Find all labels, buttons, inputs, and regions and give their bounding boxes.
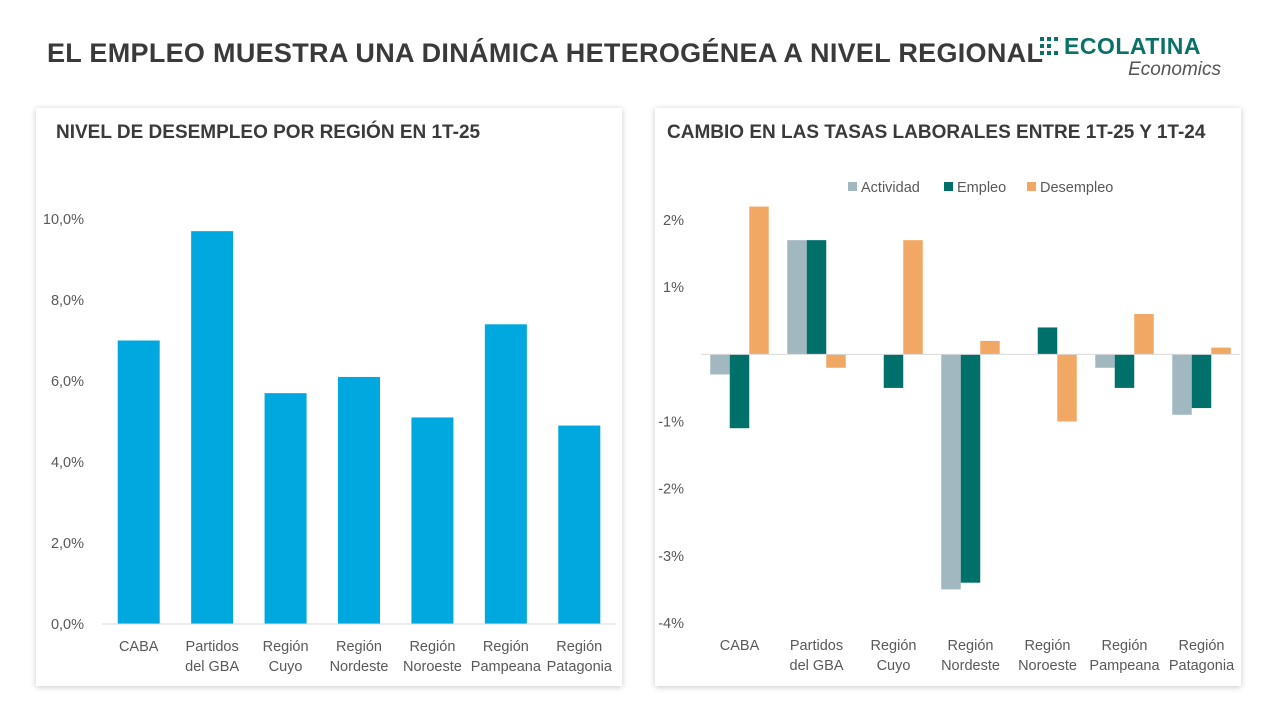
bar-empleo	[883, 354, 904, 388]
page-title: EL EMPLEO MUESTRA UNA DINÁMICA HETEROGÉN…	[47, 38, 1044, 68]
bar-actividad	[1172, 354, 1192, 415]
logo-grid-icon	[1040, 37, 1058, 55]
bar-empleo	[960, 354, 981, 583]
x-tick-label: CABA	[119, 639, 159, 655]
y-tick-label: -1%	[658, 415, 684, 431]
bar-desempleo	[826, 354, 846, 368]
unemployment-bar-chart: 0,0% 2,0% 4,0% 6,0% 8,0% 10,0% CABA Partidos del…	[43, 212, 616, 675]
x-tick-label: Región Nordeste	[941, 638, 1000, 674]
x-tick-label: Región Patagonia	[547, 639, 613, 675]
unemployment-chart-panel: NIVEL DE DESEMPLEO POR REGIÓN EN 1T-25 0…	[36, 108, 622, 686]
y-tick-label: 1%	[663, 280, 684, 296]
y-tick-label: 2%	[663, 213, 684, 229]
company-logo: ECOLATINA Economics	[1040, 33, 1230, 82]
bar-desempleo	[1211, 347, 1231, 355]
bar-empleo	[1037, 327, 1058, 355]
y-tick-label: 0,0%	[51, 617, 84, 633]
y-tick-label: 2,0%	[51, 536, 84, 552]
bar-desempleo	[749, 206, 769, 355]
y-tick-label: -3%	[658, 549, 684, 565]
x-tick-label: Región Pampeana	[471, 639, 542, 675]
logo-wordmark: ECOLATINA	[1064, 33, 1201, 59]
legend-swatch	[1027, 182, 1036, 191]
y-tick-label: -4%	[658, 616, 684, 632]
x-tick-label: Región Noroeste	[403, 639, 462, 675]
bar	[117, 340, 160, 624]
labor-rates-bar-chart: 2% 1% -1% -2% -3% -4% CABA Partidos del GBA Regió…	[658, 180, 1240, 674]
bar-empleo	[1114, 354, 1135, 388]
legend-label: Actividad	[861, 180, 920, 196]
legend-label: Empleo	[957, 180, 1006, 196]
bar-actividad	[941, 354, 961, 590]
x-tick-label: Región Cuyo	[871, 638, 917, 674]
bar	[411, 417, 454, 624]
bar	[338, 376, 380, 624]
y-tick-label: 4,0%	[51, 455, 84, 471]
y-tick-label: 10,0%	[43, 212, 84, 228]
bar-actividad	[710, 354, 730, 375]
bar	[191, 231, 234, 624]
x-tick-label: Partidos del GBA	[790, 638, 844, 674]
logo-subtitle: Economics	[1128, 59, 1221, 80]
bar-actividad	[787, 240, 807, 355]
y-tick-label: 6,0%	[51, 374, 84, 390]
bar-desempleo	[980, 340, 1000, 355]
bar	[264, 393, 307, 624]
bar-desempleo	[1057, 354, 1077, 422]
x-tick-label: Partidos del GBA	[185, 639, 239, 675]
x-tick-label: Región Noroeste	[1018, 638, 1077, 674]
x-tick-label: Región Patagonia	[1169, 638, 1235, 674]
x-tick-label: CABA	[720, 638, 760, 654]
labor-rates-chart-panel: CAMBIO EN LAS TASAS LABORALES ENTRE 1T-2…	[655, 108, 1241, 686]
legend-swatch	[848, 182, 857, 191]
bar	[558, 425, 601, 624]
legend-swatch	[944, 182, 953, 191]
bar	[484, 324, 527, 624]
bar-empleo	[806, 240, 827, 355]
bar-actividad	[1095, 354, 1115, 368]
x-tick-label: Región Pampeana	[1089, 638, 1160, 674]
y-tick-label: 8,0%	[51, 293, 84, 309]
bar-desempleo	[1134, 314, 1154, 355]
y-tick-label: -2%	[658, 482, 684, 498]
bar-empleo	[1191, 354, 1212, 409]
bar-desempleo	[903, 240, 923, 355]
x-tick-label: Región Cuyo	[263, 639, 309, 675]
legend-label: Desempleo	[1040, 180, 1113, 196]
x-tick-label: Región Nordeste	[330, 639, 389, 675]
bar-empleo	[729, 354, 750, 429]
chart-title: NIVEL DE DESEMPLEO POR REGIÓN EN 1T-25	[56, 122, 481, 143]
chart-title: CAMBIO EN LAS TASAS LABORALES ENTRE 1T-2…	[667, 122, 1206, 143]
